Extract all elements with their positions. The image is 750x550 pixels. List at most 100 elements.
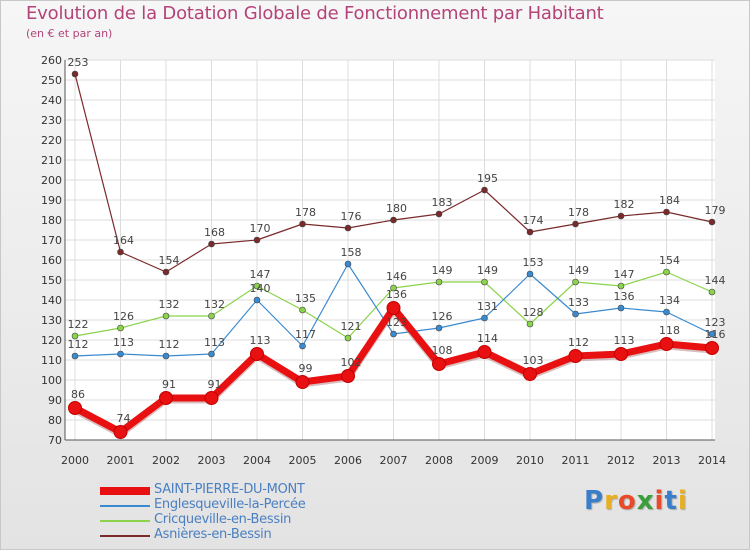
data-point-cricqueville-en-bessin <box>162 312 170 320</box>
data-point-asnieres-en-bessin <box>162 268 170 276</box>
y-tick-label: 220 <box>41 134 62 147</box>
data-label-saint-pierre-du-mont: 136 <box>386 288 407 301</box>
data-point-englesqueville-la-percee <box>481 314 488 322</box>
data-label-englesqueville-la-percee: 158 <box>341 246 362 259</box>
data-point-englesqueville-la-percee <box>208 350 215 358</box>
data-point-asnieres-en-bessin <box>526 228 534 236</box>
x-tick-label: 2007 <box>380 454 408 467</box>
data-point-cricqueville-en-bessin <box>117 324 124 332</box>
y-tick-label: 80 <box>48 414 62 427</box>
x-tick-label: 2014 <box>698 454 726 467</box>
legend-label: SAINT-PIERRE-DU-MONT <box>154 482 305 497</box>
data-label-asnieres-en-bessin: 195 <box>477 172 498 185</box>
y-tick-label: 90 <box>48 394 62 407</box>
data-point-asnieres-en-bessin <box>390 216 397 224</box>
data-label-asnieres-en-bessin: 182 <box>614 198 635 211</box>
data-label-englesqueville-la-percee: 126 <box>432 310 453 323</box>
y-tick-label: 120 <box>41 334 62 347</box>
data-label-saint-pierre-du-mont: 99 <box>299 362 313 375</box>
data-point-asnieres-en-bessin <box>71 70 79 78</box>
data-point-cricqueville-en-bessin <box>208 312 215 320</box>
data-label-asnieres-en-bessin: 164 <box>113 234 134 247</box>
data-point-cricqueville-en-bessin <box>71 332 79 340</box>
data-label-englesqueville-la-percee: 153 <box>523 256 544 269</box>
data-label-saint-pierre-du-mont: 103 <box>523 354 544 367</box>
data-label-cricqueville-en-bessin: 144 <box>705 274 726 287</box>
data-point-englesqueville-la-percee <box>526 270 534 278</box>
data-point-saint-pierre-du-mont <box>295 375 310 389</box>
data-point-saint-pierre-du-mont <box>705 341 719 355</box>
logo-letter: r <box>604 486 618 516</box>
data-point-asnieres-en-bessin <box>708 218 716 226</box>
data-label-saint-pierre-du-mont: 108 <box>432 344 453 357</box>
y-tick-label: 230 <box>41 114 62 127</box>
data-point-saint-pierre-du-mont <box>614 347 628 361</box>
data-point-englesqueville-la-percee <box>390 330 397 338</box>
x-tick-label: 2001 <box>107 454 135 467</box>
data-label-cricqueville-en-bessin: 154 <box>659 254 680 267</box>
y-tick-label: 150 <box>41 274 62 287</box>
data-label-cricqueville-en-bessin: 132 <box>159 298 180 311</box>
data-label-asnieres-en-bessin: 184 <box>659 194 680 207</box>
legend-label: Cricqueville-en-Bessin <box>154 512 292 527</box>
data-point-asnieres-en-bessin <box>617 212 625 220</box>
data-point-englesqueville-la-percee <box>435 324 443 332</box>
data-label-englesqueville-la-percee: 134 <box>659 294 680 307</box>
data-label-englesqueville-la-percee: 133 <box>568 296 589 309</box>
x-tick-label: 2006 <box>334 454 362 467</box>
data-point-englesqueville-la-percee <box>162 352 170 360</box>
data-point-asnieres-en-bessin <box>344 224 352 232</box>
data-label-cricqueville-en-bessin: 122 <box>68 318 89 331</box>
y-tick-label: 70 <box>48 434 62 447</box>
data-point-englesqueville-la-percee <box>299 342 306 350</box>
data-label-englesqueville-la-percee: 123 <box>386 316 407 329</box>
data-label-englesqueville-la-percee: 140 <box>250 282 271 295</box>
data-label-englesqueville-la-percee: 123 <box>705 316 726 329</box>
data-point-saint-pierre-du-mont <box>250 347 264 361</box>
logo-letter: t <box>664 486 678 516</box>
x-tick-label: 2011 <box>562 454 590 467</box>
data-point-englesqueville-la-percee <box>663 308 670 316</box>
data-point-asnieres-en-bessin <box>663 208 670 216</box>
data-point-cricqueville-en-bessin <box>253 282 261 290</box>
x-tick-label: 2005 <box>289 454 317 467</box>
data-point-cricqueville-en-bessin <box>526 320 534 328</box>
data-label-asnieres-en-bessin: 168 <box>204 226 225 239</box>
data-point-saint-pierre-du-mont <box>386 301 401 315</box>
x-tick-label: 2000 <box>61 454 89 467</box>
data-label-asnieres-en-bessin: 183 <box>432 196 453 209</box>
x-tick-label: 2009 <box>471 454 499 467</box>
data-point-cricqueville-en-bessin <box>617 282 625 290</box>
data-label-saint-pierre-du-mont: 91 <box>162 378 176 391</box>
data-point-cricqueville-en-bessin <box>435 278 443 286</box>
legend-swatch <box>100 505 150 507</box>
data-point-saint-pierre-du-mont <box>477 345 492 359</box>
data-label-asnieres-en-bessin: 178 <box>295 206 316 219</box>
data-point-asnieres-en-bessin <box>435 210 443 218</box>
data-label-saint-pierre-du-mont: 86 <box>71 388 85 401</box>
data-point-saint-pierre-du-mont <box>204 391 219 405</box>
data-label-saint-pierre-du-mont: 102 <box>341 356 362 369</box>
chart-title: Evolution de la Dotation Globale de Fonc… <box>26 3 604 24</box>
y-tick-label: 110 <box>41 354 62 367</box>
data-point-saint-pierre-du-mont <box>68 401 82 415</box>
data-label-cricqueville-en-bessin: 147 <box>614 268 635 281</box>
y-tick-label: 170 <box>41 234 62 247</box>
data-label-englesqueville-la-percee: 136 <box>614 290 635 303</box>
data-point-englesqueville-la-percee <box>71 352 79 360</box>
data-label-cricqueville-en-bessin: 146 <box>386 270 407 283</box>
data-label-saint-pierre-du-mont: 116 <box>705 328 726 341</box>
data-label-asnieres-en-bessin: 178 <box>568 206 589 219</box>
data-label-englesqueville-la-percee: 112 <box>159 338 180 351</box>
data-point-cricqueville-en-bessin <box>708 288 716 296</box>
logo-letter: P <box>584 486 605 516</box>
data-label-saint-pierre-du-mont: 112 <box>568 336 589 349</box>
y-tick-label: 250 <box>41 74 62 87</box>
legend-label: Englesqueville-la-Percée <box>154 497 306 512</box>
data-label-asnieres-en-bessin: 154 <box>159 254 180 267</box>
data-label-asnieres-en-bessin: 180 <box>386 202 407 215</box>
data-label-cricqueville-en-bessin: 149 <box>568 264 589 277</box>
data-point-englesqueville-la-percee <box>253 296 261 304</box>
chart-subtitle: (en € et par an) <box>26 27 113 40</box>
